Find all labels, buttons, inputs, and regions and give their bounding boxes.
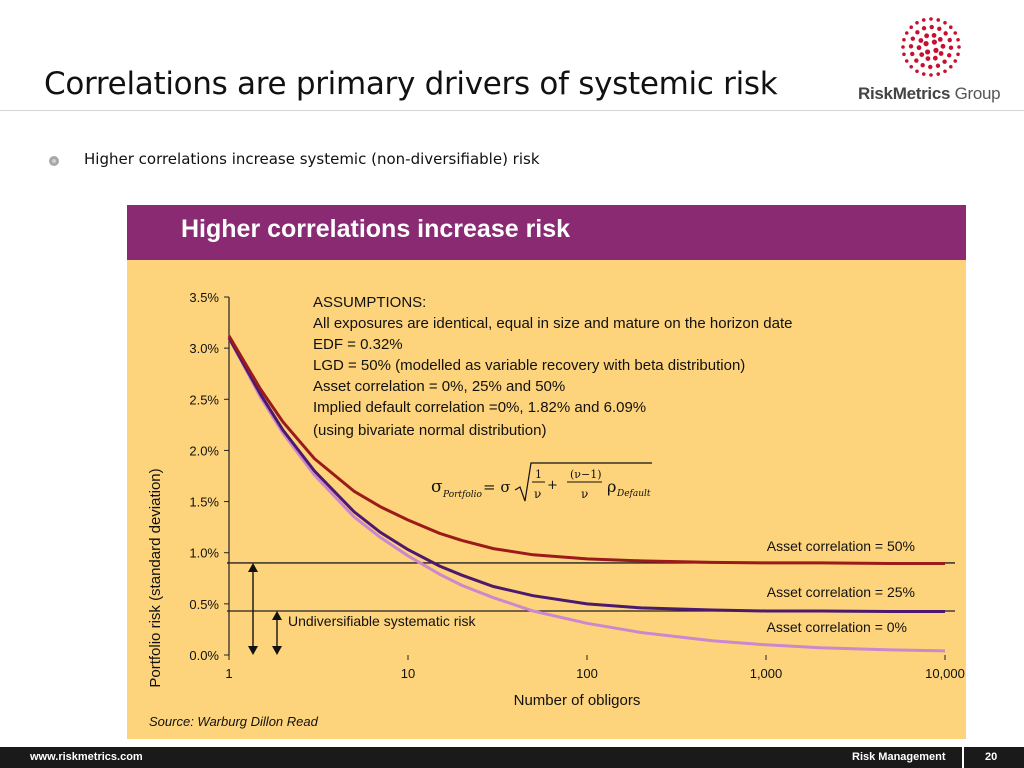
chart-source: Source: Warburg Dillon Read [149, 714, 319, 729]
y-tick-label: 2.5% [189, 392, 219, 407]
y-tick-label: 3.5% [189, 290, 219, 305]
y-tick-label: 0.0% [189, 648, 219, 663]
x-tick-label: 100 [576, 666, 598, 681]
title-divider [0, 110, 1024, 111]
svg-text:ρ: ρ [607, 477, 616, 496]
page-number: 20 [985, 751, 998, 763]
x-tick-label: 10 [401, 666, 415, 681]
series-label: Asset correlation = 0% [767, 619, 907, 635]
arrow-head-up [248, 562, 258, 572]
x-tick-label: 1 [225, 666, 232, 681]
series-label: Asset correlation = 50% [767, 538, 915, 554]
bullet-text: Higher correlations increase systemic (n… [84, 150, 540, 168]
footer-url[interactable]: www.riskmetrics.com [30, 751, 143, 763]
chart-title-band [127, 205, 966, 260]
bullet-icon [48, 152, 60, 166]
x-axis-label: Number of obligors [514, 692, 641, 709]
series-line [227, 337, 945, 613]
assumption-line: Implied default correlation =0%, 1.82% a… [313, 399, 646, 416]
svg-text:(ν−1): (ν−1) [570, 468, 602, 481]
series-line [227, 337, 946, 653]
footer-divider [962, 747, 964, 768]
arrow-head-up [272, 611, 282, 621]
svg-text:1: 1 [535, 468, 542, 481]
footer-bar: www.riskmetrics.com Risk Management 20 [0, 747, 1024, 768]
y-tick-label: 1.5% [189, 495, 219, 510]
series-line [227, 335, 945, 565]
assumptions-block: ASSUMPTIONS: All exposures are identical… [313, 294, 792, 439]
chart-figure: Higher correlations increase risk Portfo… [127, 205, 966, 739]
y-axis-label: Portfolio risk (standard deviation) [147, 468, 164, 687]
svg-text:+: + [547, 478, 558, 493]
assumption-line: All exposures are identical, equal in si… [313, 315, 792, 332]
x-tick-label: 10,000 [925, 666, 965, 681]
svg-text:ν: ν [534, 487, 541, 501]
chart-title: Higher correlations increase risk [181, 215, 571, 243]
y-tick-label: 0.5% [189, 597, 219, 612]
svg-text:Default: Default [616, 489, 651, 499]
assumption-line: EDF = 0.32% [313, 336, 403, 353]
y-tick-label: 1.0% [189, 546, 219, 561]
y-tick-label: 2.0% [189, 443, 219, 458]
company-logo: RiskMetrics Group [858, 14, 1008, 104]
svg-text:σ: σ [431, 477, 443, 497]
slide-title: Correlations are primary drivers of syst… [44, 66, 778, 102]
arrow-head-down [248, 646, 258, 655]
logo-burst-icon [901, 17, 961, 77]
y-tick-label: 3.0% [189, 341, 219, 356]
undiversifiable-annotation: Undiversifiable systematic risk [288, 613, 476, 629]
logo-wordmark: RiskMetrics Group [858, 84, 1001, 103]
svg-text:Portfolio: Portfolio [442, 490, 483, 500]
assumption-line: LGD = 50% (modelled as variable recovery… [313, 357, 745, 374]
svg-text:= σ: = σ [483, 478, 511, 496]
x-tick-label: 1,000 [750, 666, 783, 681]
assumption-line: Asset correlation = 0%, 25% and 50% [313, 378, 565, 395]
footer-section: Risk Management [852, 751, 946, 763]
chart-plot: Portfolio risk (standard deviation) Numb… [147, 290, 965, 729]
arrow-head-down [272, 646, 282, 655]
svg-text:ν: ν [581, 487, 588, 501]
assumption-line: (using bivariate normal distribution) [313, 422, 546, 439]
assumptions-heading: ASSUMPTIONS: [313, 294, 426, 311]
volatility-formula: σ Portfolio = σ 1 ν + (ν−1) ν ρ Default [431, 462, 652, 502]
series-label: Asset correlation = 25% [767, 584, 915, 600]
